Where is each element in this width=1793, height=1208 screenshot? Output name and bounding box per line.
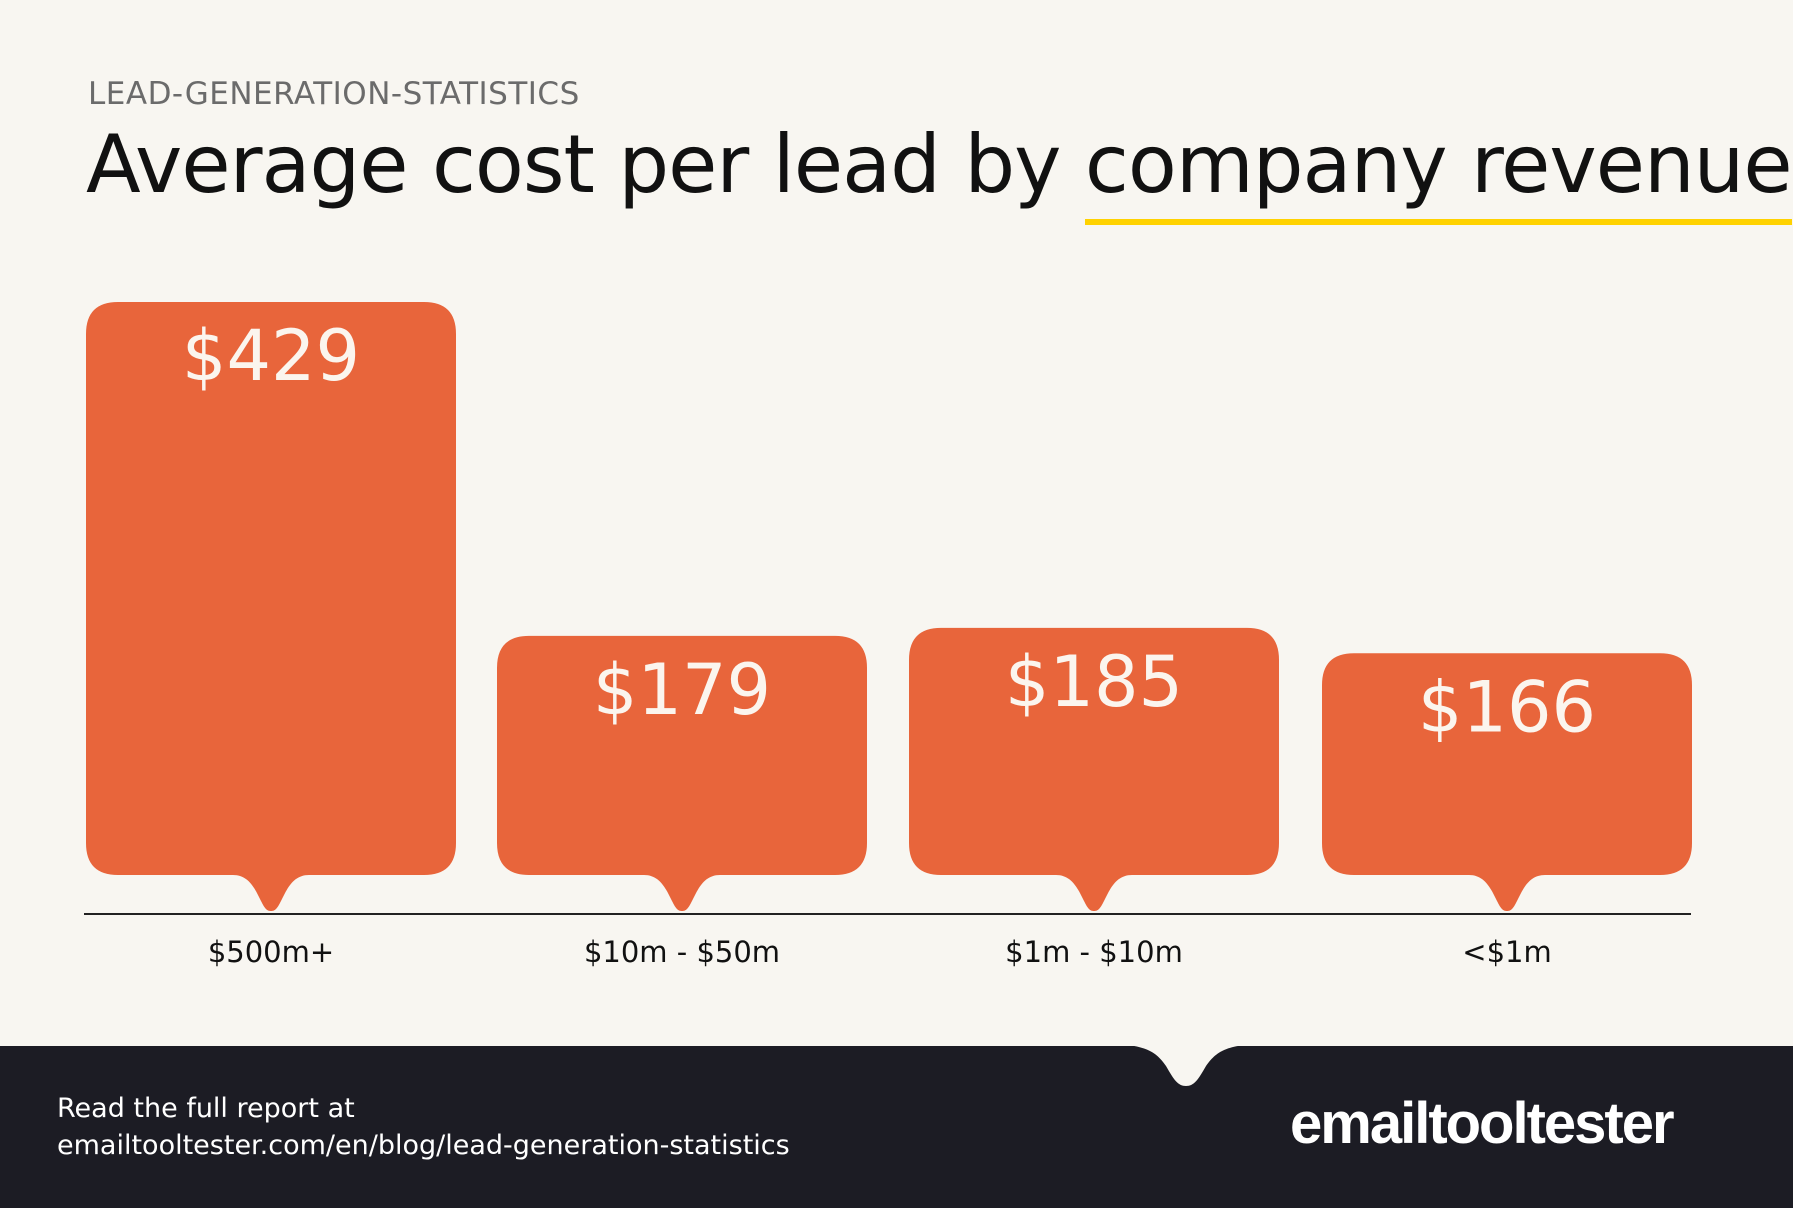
footer-notch <box>1106 1044 1266 1086</box>
data-label: $166 <box>1418 666 1596 748</box>
data-label: $179 <box>593 649 771 731</box>
category-label: $500m+ <box>208 935 334 969</box>
bar-1 <box>497 635 867 911</box>
footer <box>0 1044 1793 1208</box>
emailtooltester-logo: emailtooltester <box>1290 1091 1675 1156</box>
bar-2 <box>909 627 1279 911</box>
bar-0 <box>86 302 456 911</box>
data-label: $185 <box>1005 641 1183 723</box>
footer-report-link[interactable]: emailtooltester.com/en/blog/lead-generat… <box>57 1130 790 1161</box>
footer-line1: Read the full report at <box>57 1093 355 1124</box>
page-title: Average cost per lead by company revenue <box>86 118 1793 225</box>
bar-chart: $429 $500m+ $179 $10m - $50m $185 $1m - $10m $… <box>84 302 1692 969</box>
bar-3 <box>1322 653 1692 911</box>
category-label: $1m - $10m <box>1005 935 1183 969</box>
footer-text: Read the full report at emailtooltester.… <box>57 1090 790 1164</box>
title-highlight: company revenue <box>1084 125 1793 225</box>
title-plain: Average cost per lead by <box>86 118 1085 211</box>
data-label: $429 <box>182 315 360 397</box>
kicker-label: LEAD-GENERATION-STATISTICS <box>88 76 580 112</box>
category-label: <$1m <box>1462 935 1551 969</box>
category-label: $10m - $50m <box>584 935 780 969</box>
